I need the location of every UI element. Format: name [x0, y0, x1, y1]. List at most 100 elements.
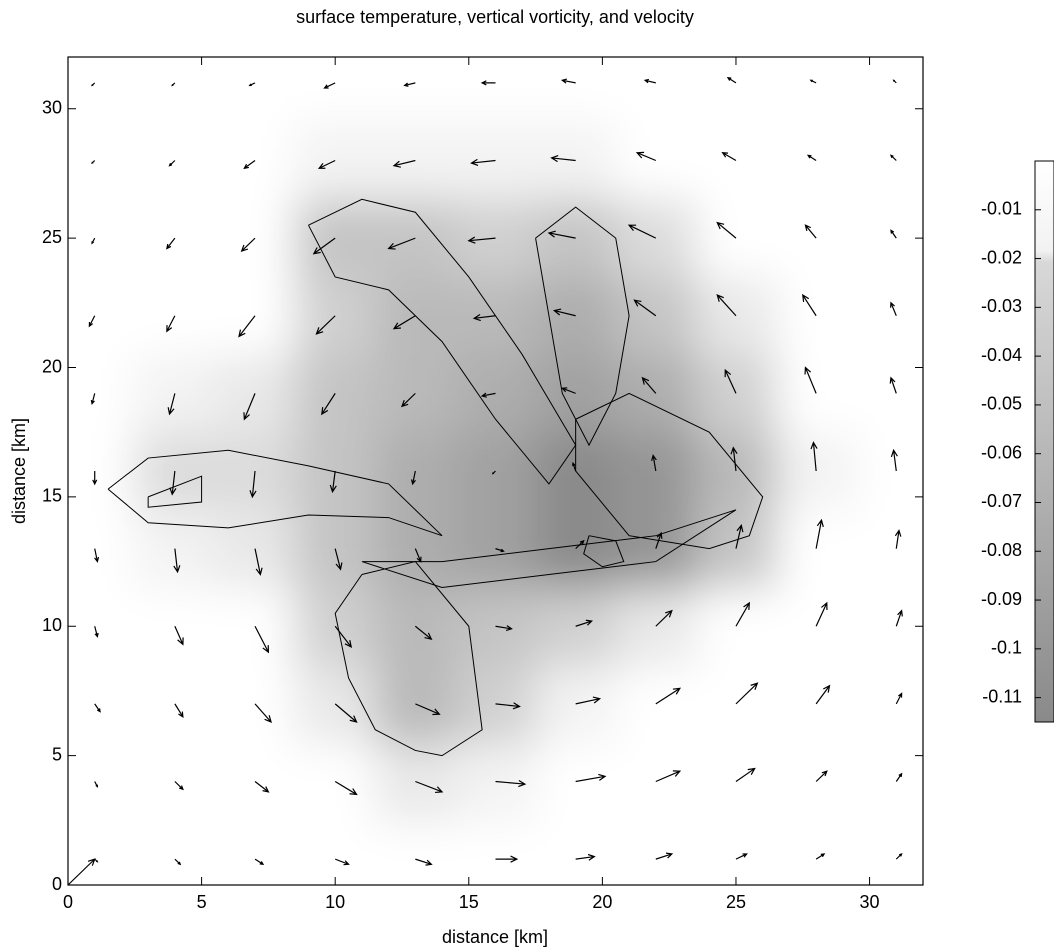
- temperature-cell: [695, 820, 778, 885]
- temperature-cell: [695, 587, 778, 667]
- x-tick-label: 10: [325, 892, 345, 912]
- x-tick-label: 25: [726, 892, 746, 912]
- colorbar-tick-label: -0.06: [981, 442, 1022, 462]
- colorbar-tick-label: -0.04: [981, 345, 1022, 365]
- colorbar-tick-label: -0.11: [982, 686, 1022, 706]
- velocity-arrow: [94, 781, 99, 788]
- velocity-arrow: [166, 237, 176, 250]
- velocity-arrow: [550, 154, 576, 163]
- velocity-arrow: [804, 224, 817, 239]
- temperature-cell: [615, 742, 697, 822]
- velocity-arrow: [88, 315, 96, 328]
- velocity-arrow: [815, 770, 828, 782]
- velocity-arrow: [806, 154, 817, 162]
- velocity-arrow: [716, 221, 737, 239]
- temperature-cell: [695, 57, 778, 123]
- temperature-cell: [455, 199, 537, 278]
- temperature-cell: [535, 276, 617, 356]
- colorbar-tick-label: -0.01: [981, 199, 1022, 219]
- y-tick-label: 30: [42, 98, 62, 118]
- temperature-cell: [134, 57, 216, 123]
- velocity-arrow: [547, 230, 576, 239]
- temperature-cell: [695, 665, 778, 744]
- velocity-arrow: [166, 315, 176, 333]
- velocity-arrow: [735, 767, 756, 782]
- temperature-cell: [535, 820, 617, 885]
- temperature-cell: [615, 276, 697, 356]
- velocity-arrow: [572, 461, 577, 472]
- x-tick-label: 30: [860, 892, 880, 912]
- velocity-arrow: [815, 601, 828, 627]
- velocity-arrow: [174, 703, 184, 718]
- velocity-arrow: [655, 852, 674, 860]
- velocity-arrow: [895, 772, 903, 782]
- velocity-arrow: [651, 454, 657, 472]
- velocity-arrow: [892, 79, 897, 84]
- temperature-cell: [134, 276, 216, 356]
- colorbar-tick-label: -0.03: [981, 296, 1022, 316]
- temperature-cell: [695, 354, 778, 434]
- temperature-cell: [68, 742, 136, 822]
- temperature-cell: [68, 57, 136, 123]
- velocity-arrow: [254, 703, 272, 724]
- reference-arrow: [67, 858, 96, 886]
- vorticity-contour: [308, 198, 577, 485]
- y-tick-label: 0: [52, 874, 62, 894]
- velocity-arrow: [890, 301, 897, 316]
- velocity-arrow: [575, 619, 594, 627]
- temperature-cell: [134, 199, 216, 278]
- temperature-cell: [295, 199, 377, 278]
- velocity-arrow: [735, 523, 744, 549]
- y-tick-label: 10: [42, 615, 62, 635]
- velocity-arrow: [890, 229, 897, 239]
- velocity-arrow: [414, 548, 422, 563]
- temperature-cell: [776, 199, 858, 278]
- vorticity-contour: [583, 535, 625, 568]
- velocity-arrow: [890, 448, 898, 472]
- velocity-arrow: [249, 470, 257, 499]
- velocity-arrow: [495, 855, 519, 863]
- velocity-arrow: [467, 236, 496, 244]
- temperature-cell: [615, 432, 697, 511]
- temperature-cell: [455, 354, 537, 434]
- temperature-cell: [535, 199, 617, 278]
- velocity-arrow: [730, 446, 738, 472]
- vorticity-contour: [575, 392, 764, 550]
- velocity-arrow: [480, 392, 496, 398]
- vorticity-contour: [107, 449, 443, 537]
- vorticity-contour: [334, 561, 483, 757]
- velocity-arrow: [655, 770, 682, 783]
- velocity-arrow: [315, 315, 336, 335]
- temperature-cell: [295, 276, 377, 356]
- velocity-arrow: [334, 703, 358, 723]
- y-tick-label: 5: [52, 744, 62, 764]
- velocity-arrow: [91, 82, 96, 87]
- velocity-arrow: [169, 470, 177, 496]
- temperature-cell: [695, 199, 778, 278]
- temperature-cell: [68, 587, 136, 667]
- temperature-cell: [615, 199, 697, 278]
- temperature-cell: [535, 587, 617, 667]
- velocity-arrow: [804, 366, 817, 394]
- velocity-arrow: [240, 237, 256, 253]
- velocity-arrow: [470, 158, 496, 167]
- plot-frame: [67, 56, 924, 886]
- temperature-cell: [455, 432, 537, 511]
- velocity-arrow: [895, 692, 903, 705]
- temperature-cell: [68, 199, 136, 278]
- x-tick-label: 15: [459, 892, 479, 912]
- velocity-arrow: [90, 393, 96, 406]
- velocity-arrow: [575, 773, 607, 783]
- temperature-cell: [856, 742, 923, 822]
- velocity-arrow: [641, 376, 657, 394]
- velocity-arrow: [387, 237, 416, 250]
- velocity-arrow: [495, 779, 527, 788]
- temperature-cell: [615, 587, 697, 667]
- velocity-arrow: [627, 224, 657, 239]
- velocity-arrow: [721, 152, 737, 162]
- velocity-arrow: [895, 609, 903, 627]
- velocity-arrow: [410, 470, 416, 486]
- temperature-cell: [776, 509, 858, 589]
- velocity-arrow: [323, 82, 336, 89]
- velocity-arrow: [317, 159, 336, 169]
